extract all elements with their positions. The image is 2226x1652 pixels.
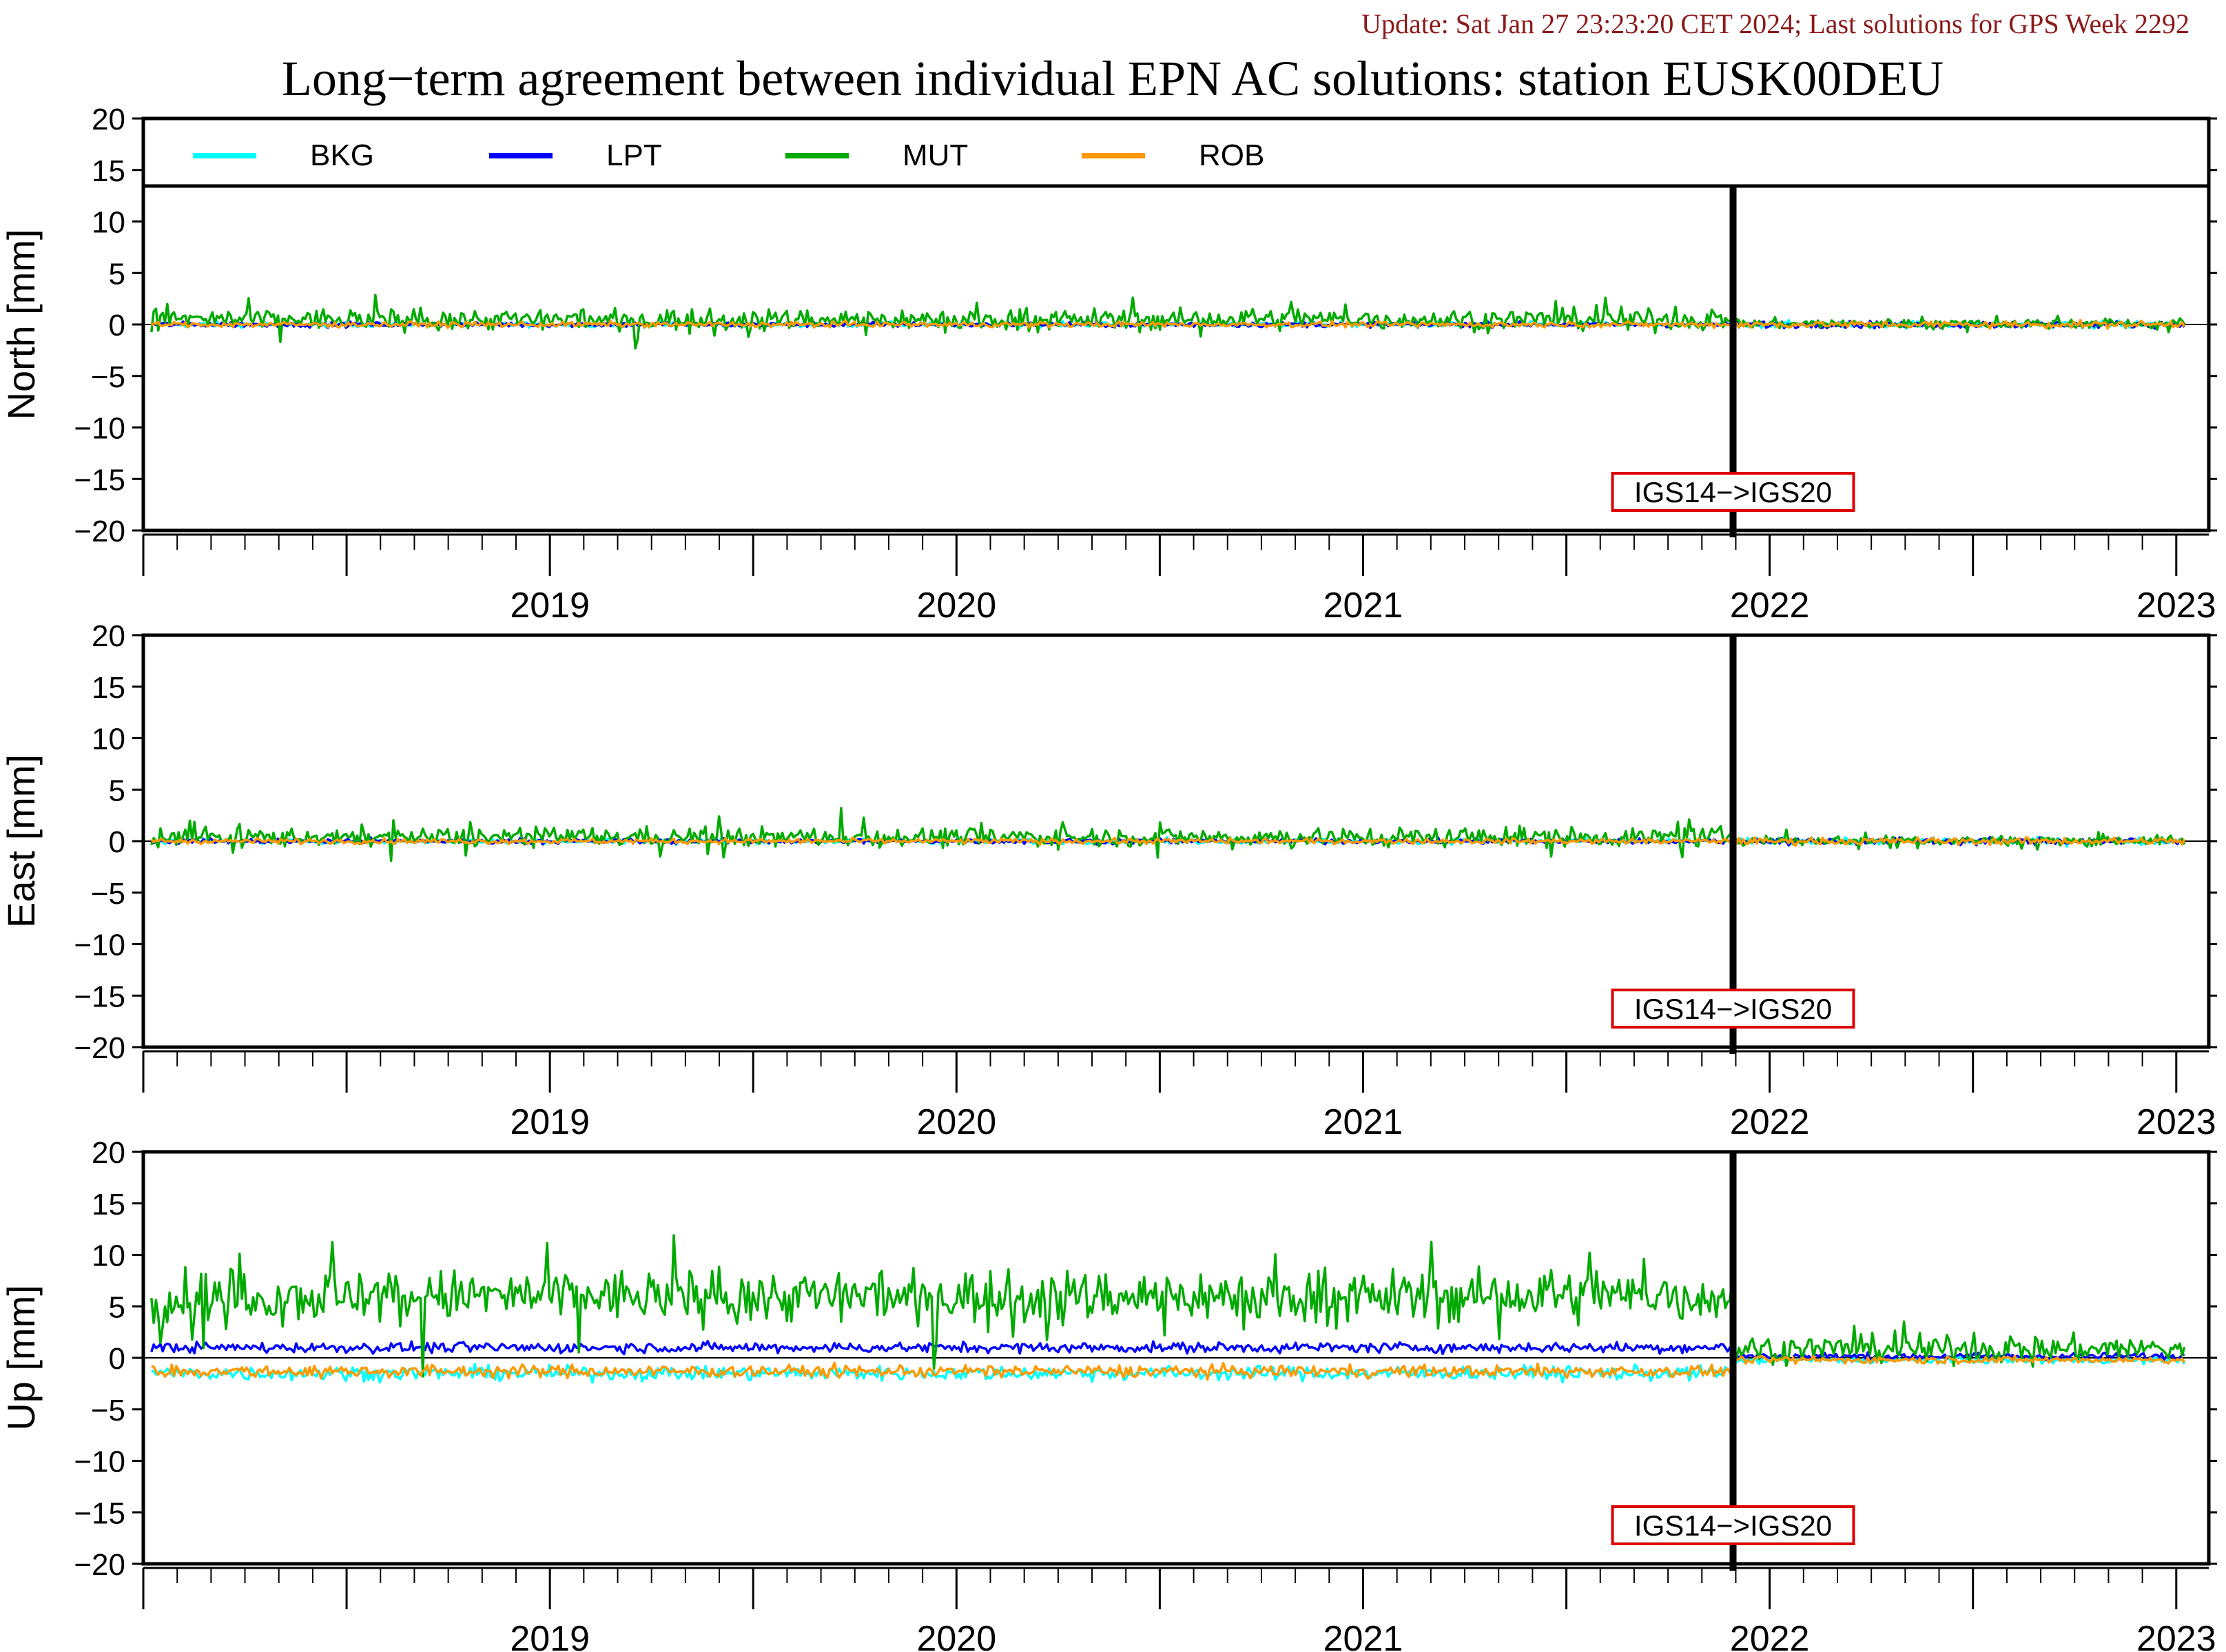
- y-axis-label: Up [mm]: [0, 1285, 43, 1431]
- panel-0: 20 15 10 5 0 −5 −10 −15 −20 North [mm] 2019 2020 202…: [0, 103, 2217, 626]
- legend-label: BKG: [310, 138, 374, 172]
- y-tick-label: −20: [74, 1548, 125, 1582]
- y-tick-label: 15: [92, 1188, 125, 1221]
- series-line-rob: [151, 1354, 2186, 1381]
- reference-change-label: IGS14−>IGS20: [1634, 476, 1832, 508]
- y-tick-label: −15: [74, 980, 125, 1013]
- x-tick-label: 2021: [1323, 586, 1403, 626]
- x-tick-label: 2019: [510, 586, 590, 626]
- y-tick-label: −10: [74, 929, 125, 962]
- legend-label: ROB: [1199, 138, 1264, 172]
- y-axis-label: North [mm]: [0, 229, 43, 420]
- y-tick-label: 5: [109, 774, 125, 807]
- y-tick-label: 20: [92, 103, 125, 136]
- x-tick-label: 2019: [510, 1102, 590, 1142]
- x-tick-label: 2022: [1730, 1102, 1810, 1142]
- y-tick-label: 10: [92, 723, 125, 756]
- reference-change-box: [1611, 1505, 1855, 1545]
- series-line-mut: [150, 807, 2186, 863]
- chart-title: Long−term agreement between individual E…: [282, 51, 1944, 106]
- x-tick-label: 2022: [1730, 1619, 1810, 1652]
- reference-change-box: [1611, 989, 1855, 1029]
- panel-1: 20 15 10 5 0 −5 −10 −15 −20 East [mm] 2019 2020 2021…: [0, 619, 2217, 1142]
- series-line-lpt: [150, 1339, 2185, 1362]
- x-tick-label: 2021: [1323, 1102, 1403, 1142]
- series-line-rob: [150, 836, 2186, 847]
- legend-label: LPT: [606, 138, 662, 172]
- y-tick-label: 0: [109, 1342, 125, 1376]
- series-group: [150, 293, 2186, 350]
- y-tick-label: −15: [74, 1496, 125, 1530]
- series-line-bkg: [151, 1354, 2186, 1384]
- y-tick-label: 0: [109, 825, 125, 859]
- y-tick-label: −20: [74, 1031, 125, 1065]
- y-tick-label: −20: [74, 515, 125, 548]
- y-tick-label: −5: [91, 877, 125, 911]
- series-line-rob: [150, 318, 2186, 330]
- series-line-mut: [150, 1234, 2186, 1378]
- panel-2: 20 15 10 5 0 −5 −10 −15 −20 Up [mm] 2019 2020 2021 20…: [0, 1136, 2217, 1652]
- x-tick-label: 2020: [916, 1102, 996, 1142]
- y-tick-label: −10: [74, 1445, 125, 1479]
- x-tick-label: 2020: [916, 586, 996, 626]
- y-tick-label: 10: [92, 206, 125, 240]
- y-axis-label: East [mm]: [0, 754, 43, 928]
- y-tick-label: 15: [92, 671, 125, 705]
- legend-box: [141, 116, 2211, 188]
- y-tick-label: −10: [74, 412, 125, 446]
- y-tick-label: 5: [109, 257, 125, 291]
- x-tick-label: 2023: [2136, 586, 2216, 626]
- y-tick-label: 5: [109, 1290, 125, 1324]
- y-tick-label: 15: [92, 154, 125, 188]
- x-tick-label: 2020: [916, 1619, 996, 1652]
- x-tick-label: 2023: [2136, 1619, 2216, 1652]
- legend-label: MUT: [903, 138, 968, 172]
- reference-change-label: IGS14−>IGS20: [1634, 1509, 1832, 1542]
- reference-change-box: [1611, 472, 1855, 512]
- y-tick-label: −5: [91, 1394, 125, 1427]
- series-group: [150, 807, 2186, 863]
- y-tick-label: −5: [91, 360, 125, 394]
- y-tick-label: 0: [109, 309, 125, 342]
- y-tick-label: −15: [74, 463, 125, 497]
- series-group: [150, 1234, 2186, 1384]
- update-text: Update: Sat Jan 27 23:23:20 CET 2024; La…: [1361, 8, 2189, 39]
- y-tick-label: 20: [92, 1136, 125, 1170]
- x-tick-label: 2022: [1730, 586, 1810, 626]
- x-tick-label: 2021: [1323, 1619, 1403, 1652]
- y-tick-label: 20: [92, 619, 125, 653]
- reference-change-label: IGS14−>IGS20: [1634, 993, 1832, 1025]
- x-tick-label: 2023: [2136, 1102, 2216, 1142]
- y-tick-label: 10: [92, 1239, 125, 1273]
- x-tick-label: 2019: [510, 1619, 590, 1652]
